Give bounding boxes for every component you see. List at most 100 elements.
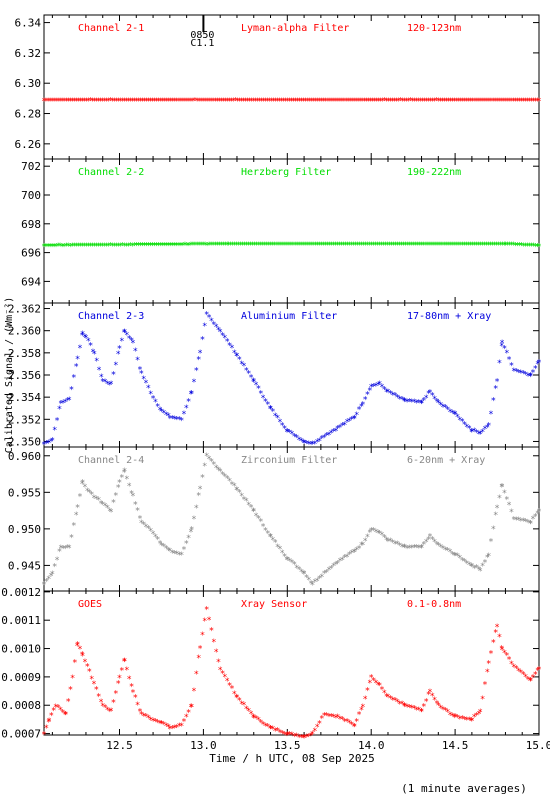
data-point: * bbox=[325, 241, 330, 251]
y-tick-label: 0.960 bbox=[8, 450, 41, 463]
data-point: * bbox=[349, 241, 354, 251]
data-point: * bbox=[274, 241, 279, 251]
data-point: * bbox=[441, 241, 446, 251]
data-point: * bbox=[75, 355, 80, 365]
data-point: * bbox=[192, 97, 197, 107]
data-point: * bbox=[161, 543, 166, 553]
data-point: * bbox=[488, 538, 493, 548]
data-point: * bbox=[521, 97, 526, 107]
data-point: * bbox=[200, 473, 205, 483]
data-point: * bbox=[482, 558, 487, 568]
data-point: * bbox=[378, 97, 383, 107]
data-point: * bbox=[354, 717, 359, 727]
data-point: * bbox=[419, 241, 424, 251]
data-point: * bbox=[312, 241, 317, 251]
data-point: * bbox=[188, 390, 193, 400]
data-point: * bbox=[228, 241, 233, 251]
data-point: * bbox=[181, 410, 186, 420]
data-point: * bbox=[268, 725, 273, 735]
data-point: * bbox=[327, 97, 332, 107]
data-point: * bbox=[211, 321, 216, 331]
data-point: * bbox=[355, 241, 360, 251]
data-point: * bbox=[329, 97, 334, 107]
data-point: * bbox=[287, 97, 292, 107]
data-point: * bbox=[472, 713, 477, 723]
data-point: * bbox=[414, 543, 419, 553]
data-point: * bbox=[258, 719, 263, 729]
data-point: * bbox=[112, 242, 117, 252]
data-point: * bbox=[100, 500, 105, 510]
data-point: * bbox=[206, 314, 211, 324]
data-point: * bbox=[153, 533, 158, 543]
data-point: * bbox=[414, 97, 419, 107]
data-point: * bbox=[443, 546, 448, 556]
data-point: * bbox=[525, 518, 530, 528]
data-point: * bbox=[170, 241, 175, 251]
data-point: * bbox=[416, 544, 421, 554]
y-tick-label: 6.26 bbox=[15, 138, 42, 151]
data-point: * bbox=[407, 398, 412, 408]
data-point: * bbox=[158, 241, 163, 251]
data-point: * bbox=[244, 497, 249, 507]
data-point: * bbox=[354, 411, 359, 421]
data-point: * bbox=[208, 97, 213, 107]
data-point: * bbox=[105, 504, 110, 514]
data-point: * bbox=[70, 674, 75, 684]
data-point: * bbox=[457, 554, 462, 564]
data-point: * bbox=[237, 97, 242, 107]
data-point: * bbox=[246, 707, 251, 717]
data-point: * bbox=[90, 97, 95, 107]
data-point: * bbox=[169, 549, 174, 559]
data-point: * bbox=[234, 486, 239, 496]
data-point: * bbox=[373, 241, 378, 251]
data-point: * bbox=[379, 383, 384, 393]
data-point: * bbox=[385, 388, 390, 398]
data-point: * bbox=[523, 242, 528, 252]
data-point: * bbox=[150, 717, 155, 727]
data-point: * bbox=[55, 242, 60, 252]
data-point: * bbox=[406, 97, 411, 107]
data-point: * bbox=[337, 241, 342, 251]
data-point: * bbox=[382, 97, 387, 107]
data-point: * bbox=[282, 730, 287, 740]
data-point: * bbox=[523, 673, 528, 683]
y-tick-label: 2.352 bbox=[8, 413, 41, 426]
data-point: * bbox=[385, 241, 390, 251]
data-point: * bbox=[122, 242, 127, 252]
data-point: * bbox=[191, 687, 196, 697]
data-point: * bbox=[352, 414, 357, 424]
data-point: * bbox=[113, 491, 118, 501]
data-point: * bbox=[94, 242, 99, 252]
data-point: * bbox=[85, 487, 90, 497]
data-point: * bbox=[239, 700, 244, 710]
data-point: * bbox=[407, 241, 412, 251]
data-point: * bbox=[138, 242, 143, 252]
data-point: * bbox=[218, 97, 223, 107]
data-point: * bbox=[118, 242, 123, 252]
data-point: * bbox=[450, 97, 455, 107]
data-point: * bbox=[80, 97, 85, 107]
data-point: * bbox=[459, 241, 464, 251]
data-point: * bbox=[402, 543, 407, 553]
data-point: * bbox=[150, 395, 155, 405]
data-point: * bbox=[188, 241, 193, 251]
data-point: * bbox=[329, 712, 334, 722]
data-point: * bbox=[367, 241, 372, 251]
data-point: * bbox=[452, 552, 457, 562]
x-axis-label: Time / h UTC, 08 Sep 2025 bbox=[209, 752, 375, 765]
data-point: * bbox=[80, 478, 85, 488]
data-point: * bbox=[280, 422, 285, 432]
data-point: * bbox=[379, 686, 384, 696]
data-point: * bbox=[379, 531, 384, 541]
data-point: * bbox=[71, 242, 76, 252]
data-point: * bbox=[351, 722, 356, 732]
data-point: * bbox=[460, 97, 465, 107]
data-point: * bbox=[98, 97, 103, 107]
data-point: * bbox=[220, 470, 225, 480]
data-point: * bbox=[448, 97, 453, 107]
data-point: * bbox=[264, 241, 269, 251]
data-point: * bbox=[98, 499, 103, 509]
data-point: * bbox=[218, 241, 223, 251]
data-point: * bbox=[60, 399, 65, 409]
